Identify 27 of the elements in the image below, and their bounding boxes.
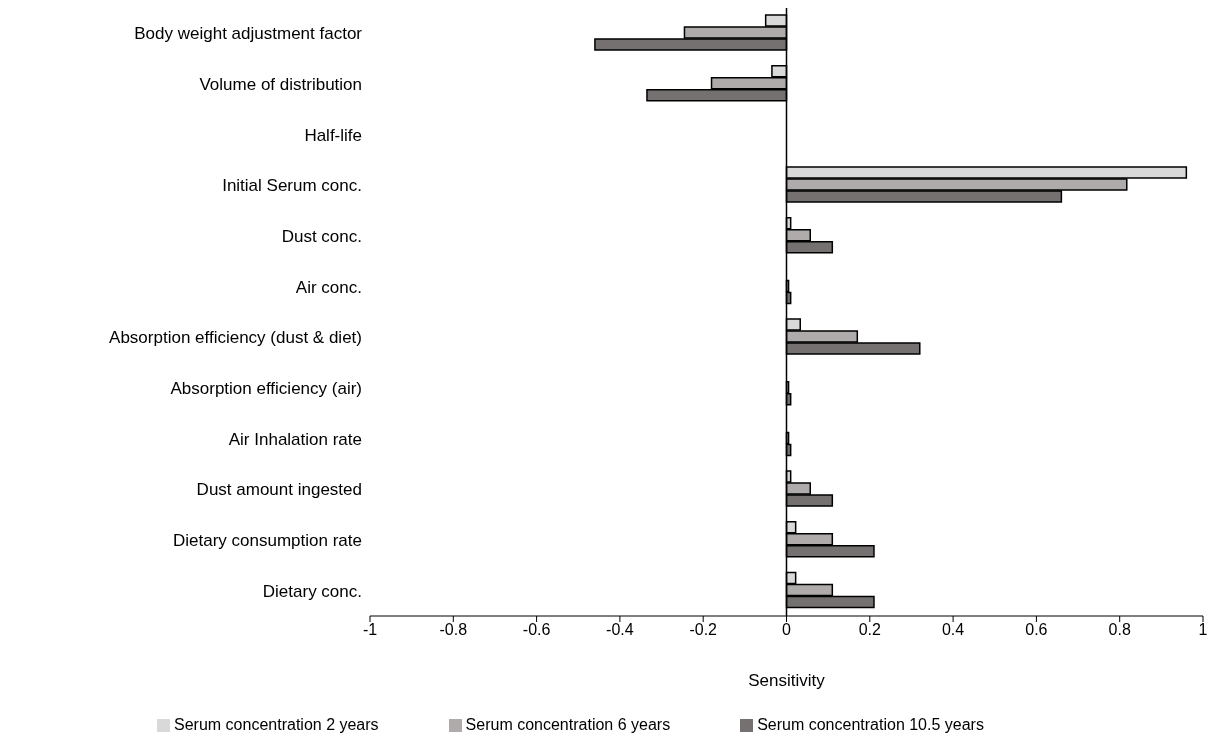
y-tick-label: Absorption efficiency (dust & diet) [109,328,362,348]
legend-label: Serum concentration 2 years [174,716,379,733]
x-axis-title: Sensitivity [748,671,826,690]
x-tick-label: -0.2 [689,621,718,639]
x-tick-label: -1 [362,621,378,639]
y-tick-label: Dietary conc. [262,581,362,601]
x-tick-label: 0.2 [858,621,882,639]
x-tick-label: -0.8 [439,621,468,639]
y-tick-label: Dust amount ingested [196,480,362,500]
x-tick-label: -0.4 [606,621,634,639]
y-tick-label: Dietary consumption rate [173,531,362,551]
y-tick-label: Half-life [304,125,362,145]
x-tick-label: -0.6 [522,621,551,639]
y-tick-label: Initial Serum conc. [222,176,362,196]
legend-label: Serum concentration 10.5 years [757,716,984,733]
x-tick-label: 0 [782,621,792,639]
y-tick-label: Absorption efficiency (air) [170,379,362,399]
x-tick-label: 0.4 [941,621,965,639]
y-tick-label: Dust conc. [281,227,362,247]
x-tick-label: 0.8 [1108,621,1131,639]
y-tick-label: Body weight adjustment factor [134,24,363,44]
y-tick-label: Air conc. [295,277,362,297]
x-tick-label: 1 [1198,621,1208,639]
y-tick-label: Air Inhalation rate [228,429,362,449]
x-tick-label: 0.6 [1025,621,1048,639]
y-tick-label: Volume of distribution [199,75,362,95]
legend-label: Serum concentration 6 years [465,716,671,733]
